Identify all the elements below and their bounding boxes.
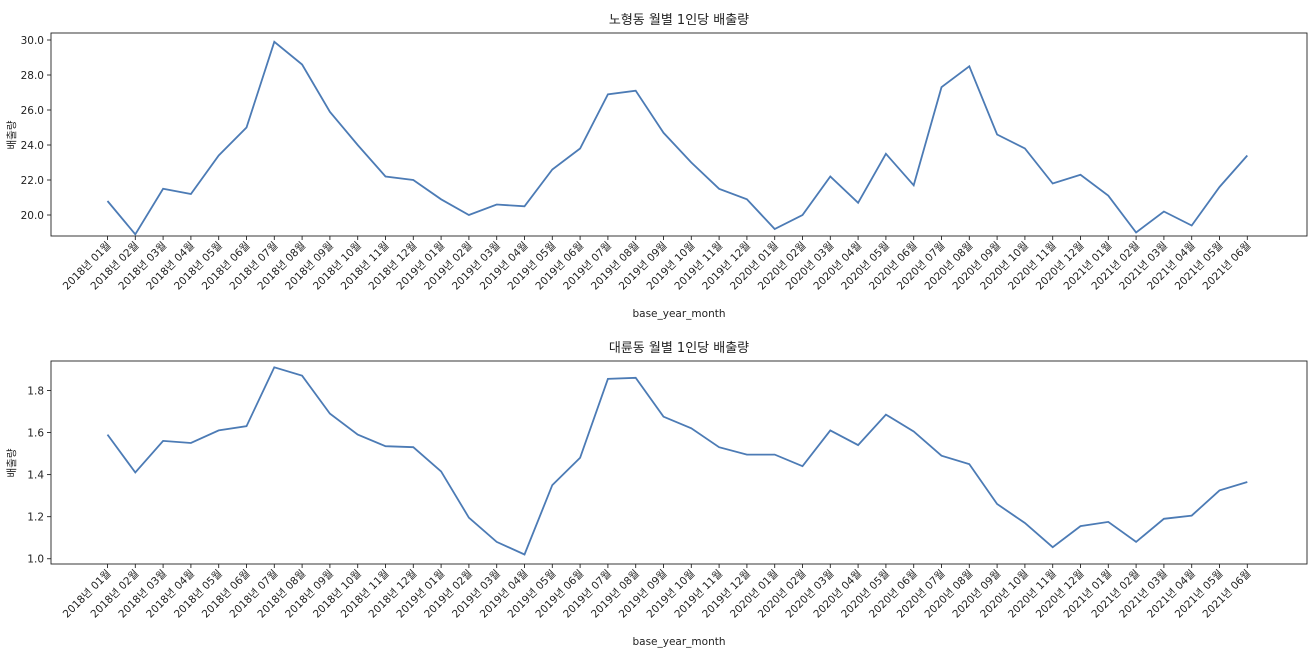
y-tick-label: 20.0 (21, 210, 44, 222)
y-tick-label: 30.0 (21, 35, 44, 47)
chart-title: 노형동 월별 1인당 배출량 (609, 13, 749, 28)
y-tick-label: 1.0 (27, 554, 44, 566)
y-tick-label: 24.0 (21, 140, 44, 152)
chart-nohyeong: 노형동 월별 1인당 배출량 20.022.024.026.028.030.0 … (6, 13, 1307, 320)
plot-frame (51, 361, 1307, 564)
y-tick-label: 1.6 (27, 428, 44, 440)
y-tick-label: 28.0 (21, 70, 44, 82)
y-tick-label: 26.0 (21, 105, 44, 117)
y-tick-label: 22.0 (21, 175, 44, 187)
series-line (108, 42, 1248, 235)
y-tick-label: 1.2 (27, 512, 44, 524)
y-axis: 1.0 1.2 1.4 1.6 1.8 (27, 385, 51, 565)
y-tick-label: 1.4 (27, 470, 44, 482)
chart-daeryun: 대륜동 월별 1인당 배출량 1.0 1.2 1.4 1.6 1.8 2018년 01월… (6, 341, 1307, 648)
chart-title: 대륜동 월별 1인당 배출량 (609, 341, 749, 356)
series-line (108, 367, 1248, 554)
y-axis: 20.0 22.0 24.0 26.0 28.0 30.0 (21, 35, 51, 222)
y-axis-label: 배출량 (6, 448, 18, 477)
y-tick-label: 1.8 (27, 385, 44, 397)
x-axis-label: base_year_month (632, 636, 725, 648)
y-axis-label: 배출량 (6, 120, 18, 149)
x-axis-label: base_year_month (632, 308, 725, 320)
